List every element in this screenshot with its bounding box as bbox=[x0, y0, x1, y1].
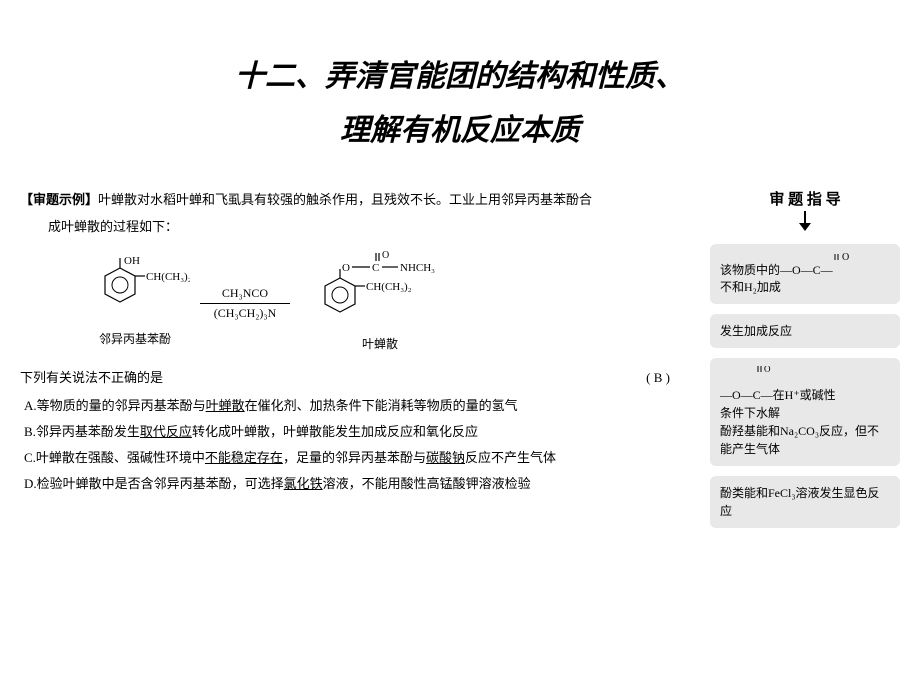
svg-text:O: O bbox=[342, 262, 350, 274]
arrow-line-icon bbox=[200, 303, 290, 304]
title-line-2: 理解有机反应本质 bbox=[0, 104, 920, 158]
ester-fragment-2-icon: O bbox=[720, 366, 890, 386]
guide-header: 审 题 指 导 bbox=[710, 188, 900, 209]
example-intro: 【审题示例】叶蝉散对水稻叶蝉和飞虱具有较强的触杀作用，且残效不长。工业上用邻异丙… bbox=[20, 188, 700, 213]
opt-c-mid: ，足量的邻异丙基苯酚与 bbox=[283, 450, 426, 465]
svg-text:C: C bbox=[372, 262, 379, 274]
opt-b-post: 转化成叶蝉散，叶蝉散能发生加成反应和氧化反应 bbox=[192, 424, 478, 439]
opt-a-post: 在催化剂、加热条件下能消耗等物质的量的氢气 bbox=[245, 398, 518, 413]
guide-4-text: 酚类能和FeCl₃溶液发生显色反应 bbox=[720, 486, 880, 518]
guide-1-text: 不和H₂加成 bbox=[720, 280, 781, 294]
option-c: C.叶蝉散在强酸、强碱性环境中不能稳定存在，足量的邻异丙基苯酚与碳酸钠反应不产生… bbox=[20, 447, 700, 469]
opt-d-underline: 氯化铁 bbox=[284, 476, 323, 491]
reagent-bottom: (CH₃CH₂)₃N bbox=[200, 306, 290, 322]
question-stem: 下列有关说法不正确的是 bbox=[20, 366, 646, 391]
reactant-molecule: OH CH(CH₃)₂ 邻异丙基苯酚 bbox=[80, 256, 190, 351]
example-text-2: 成叶蝉散的过程如下： bbox=[20, 215, 700, 240]
guide-box-3: O —O—C—在H⁺或碱性 条件下水解 酚羟基能和Na₂CO₃反应，但不能产生气… bbox=[710, 358, 900, 466]
opt-a-pre: A.等物质的量的邻异丙基苯酚与 bbox=[24, 398, 206, 413]
product-structure-icon: O C O NHCH₃ CH(CH₃)₂ bbox=[300, 251, 460, 331]
product-label: 叶蝉散 bbox=[300, 333, 460, 356]
option-d: D.检验叶蝉散中是否含邻异丙基苯酚，可选择氯化铁溶液，不能用酸性高锰酸钾溶液检验 bbox=[20, 473, 700, 495]
opt-c-ul2: 碳酸钠 bbox=[426, 450, 465, 465]
opt-a-underline: 叶蝉散 bbox=[206, 398, 245, 413]
example-text-1: 叶蝉散对水稻叶蝉和飞虱具有较强的触杀作用，且残效不长。工业上用邻异丙基苯酚合 bbox=[98, 192, 592, 207]
guide-2-text: 发生加成反应 bbox=[720, 324, 792, 338]
ch-label: CH(CH₃)₂ bbox=[146, 271, 190, 283]
reaction-arrow-block: CH₃NCO (CH₃CH₂)₃N bbox=[200, 286, 290, 322]
opt-b-underline: 取代反应 bbox=[140, 424, 192, 439]
guide-box-1: 该物质中的—O—C— O 不和H₂加成 bbox=[710, 244, 900, 304]
right-column: 审 题 指 导 该物质中的—O—C— O 不和H₂加成 发生加成反应 O bbox=[700, 188, 900, 538]
down-arrow-wrap bbox=[710, 211, 900, 236]
option-b: B.邻异丙基苯酚发生取代反应转化成叶蝉散，叶蝉散能发生加成反应和氧化反应 bbox=[20, 421, 700, 443]
reaction-scheme: OH CH(CH₃)₂ 邻异丙基苯酚 CH₃NCO (CH₃CH₂)₃N O bbox=[20, 241, 700, 366]
svg-text:O: O bbox=[382, 251, 389, 261]
left-column: 【审题示例】叶蝉散对水稻叶蝉和飞虱具有较强的触杀作用，且残效不长。工业上用邻异丙… bbox=[20, 188, 700, 538]
opt-c-ul1: 不能稳定存在 bbox=[205, 450, 283, 465]
option-a: A.等物质的量的邻异丙基苯酚与叶蝉散在催化剂、加热条件下能消耗等物质的量的氢气 bbox=[20, 395, 700, 417]
opt-d-pre: D.检验叶蝉散中是否含邻异丙基苯酚，可选择 bbox=[24, 476, 284, 491]
guide-box-2: 发生加成反应 bbox=[710, 314, 900, 348]
guide-3-l3: 酚羟基能和Na₂CO₃反应，但不能产生气体 bbox=[720, 422, 890, 458]
opt-c-post: 反应不产生气体 bbox=[465, 450, 556, 465]
guide-3-l1: —O—C—在H⁺或碱性 bbox=[720, 386, 890, 404]
title-line-1: 十二、弄清官能团的结构和性质、 bbox=[0, 50, 920, 104]
question-stem-row: 下列有关说法不正确的是 ( B ) bbox=[20, 366, 700, 391]
reactant-label: 邻异丙基苯酚 bbox=[80, 328, 190, 351]
oh-label: OH bbox=[124, 256, 140, 267]
svg-text:O: O bbox=[842, 252, 849, 263]
answer-marker: ( B ) bbox=[646, 366, 700, 391]
ester-fragment-icon: 该物质中的—O—C— O bbox=[720, 252, 890, 278]
title-block: 十二、弄清官能团的结构和性质、 理解有机反应本质 bbox=[0, 0, 920, 188]
opt-c-pre: C.叶蝉散在强酸、强碱性环境中 bbox=[24, 450, 205, 465]
svg-text:O: O bbox=[764, 366, 771, 374]
svg-text:NHCH₃: NHCH₃ bbox=[400, 262, 435, 274]
guide-box-4: 酚类能和FeCl₃溶液发生显色反应 bbox=[710, 476, 900, 528]
product-molecule: O C O NHCH₃ CH(CH₃)₂ 叶蝉散 bbox=[300, 251, 460, 356]
example-tag: 【审题示例】 bbox=[20, 192, 98, 207]
opt-d-post: 溶液，不能用酸性高锰酸钾溶液检验 bbox=[323, 476, 531, 491]
down-arrow-icon bbox=[797, 211, 813, 231]
guide-3-l2: 条件下水解 bbox=[720, 404, 890, 422]
reagent-top: CH₃NCO bbox=[200, 286, 290, 302]
benzene-ring-icon: OH CH(CH₃)₂ bbox=[80, 256, 190, 326]
svg-text:CH(CH₃)₂: CH(CH₃)₂ bbox=[366, 281, 412, 293]
main-content: 【审题示例】叶蝉散对水稻叶蝉和飞虱具有较强的触杀作用，且残效不长。工业上用邻异丙… bbox=[0, 188, 920, 538]
opt-b-pre: B.邻异丙基苯酚发生 bbox=[24, 424, 140, 439]
svg-text:该物质中的—O—C—: 该物质中的—O—C— bbox=[720, 262, 834, 277]
